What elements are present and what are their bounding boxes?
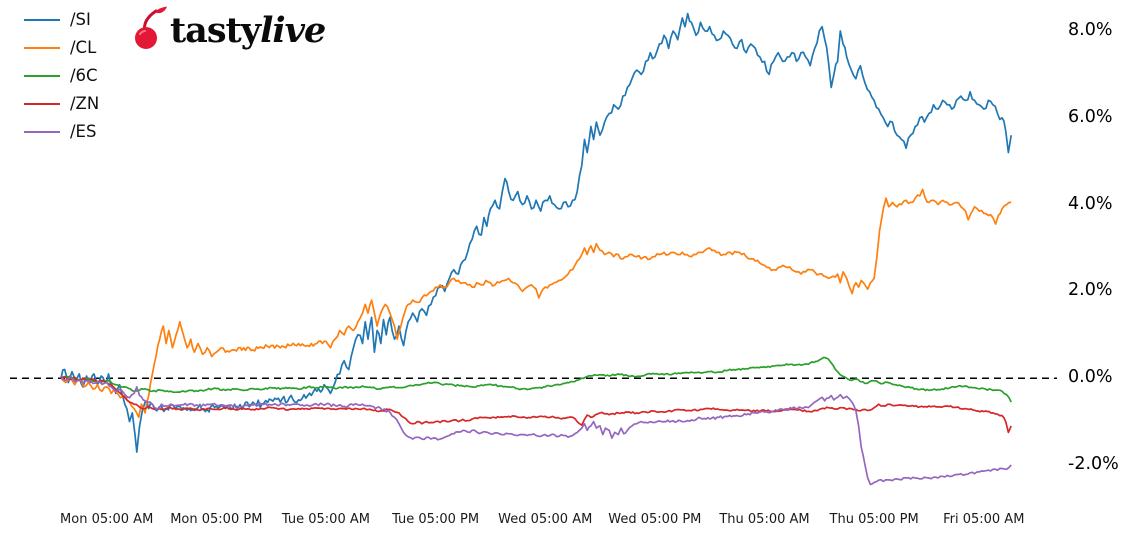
x-tick-label: Thu 05:00 PM — [829, 512, 919, 527]
legend-item-ES: /ES — [24, 118, 99, 146]
logo-wordmark: tastylive — [170, 9, 326, 51]
legend-line-swatch — [24, 19, 60, 21]
chart-legend: /SI/CL/6C/ZN/ES — [24, 6, 99, 146]
x-tick-label: Wed 05:00 AM — [498, 512, 593, 527]
tastylive-logo: tastylive — [132, 6, 326, 54]
legend-line-swatch — [24, 75, 60, 77]
x-tick-label: Mon 05:00 AM — [60, 512, 154, 527]
legend-line-swatch — [24, 103, 60, 105]
y-tick-label: 8.0% — [1068, 20, 1113, 40]
y-tick-label: 6.0% — [1068, 106, 1113, 127]
legend-label: /CL — [70, 37, 97, 57]
cherry-icon — [132, 6, 168, 54]
legend-item-ZN: /ZN — [24, 90, 99, 118]
x-tick-label: Mon 05:00 PM — [170, 512, 263, 527]
legend-item-6C: /6C — [24, 62, 99, 90]
legend-label: /SI — [70, 9, 91, 29]
x-tick-label: Thu 05:00 AM — [719, 512, 810, 527]
x-tick-label: Fri 05:00 AM — [943, 512, 1025, 527]
y-tick-label: -2.0% — [1068, 454, 1119, 474]
x-tick-label: Tue 05:00 AM — [281, 512, 370, 527]
x-tick-label: Tue 05:00 PM — [392, 512, 480, 527]
series-line-SI — [60, 12, 1013, 453]
series-line-CL — [60, 188, 1012, 419]
logo-text-live: live — [260, 9, 326, 51]
y-tick-label: 2.0% — [1068, 280, 1113, 301]
legend-label: /6C — [70, 65, 98, 85]
legend-line-swatch — [24, 47, 60, 49]
x-tick-label: Wed 05:00 PM — [608, 512, 702, 527]
y-tick-label: 0.0% — [1068, 367, 1113, 388]
series-line-6C — [60, 356, 1012, 403]
logo-text-tasty: tasty — [170, 9, 261, 51]
series-line-ES — [60, 376, 1012, 486]
legend-item-SI: /SI — [24, 6, 99, 34]
y-tick-label: 4.0% — [1068, 193, 1113, 214]
legend-line-swatch — [24, 131, 60, 133]
legend-item-CL: /CL — [24, 34, 99, 62]
series-line-ZN — [60, 376, 1012, 434]
legend-label: /ZN — [70, 93, 100, 113]
legend-label: /ES — [70, 121, 97, 141]
